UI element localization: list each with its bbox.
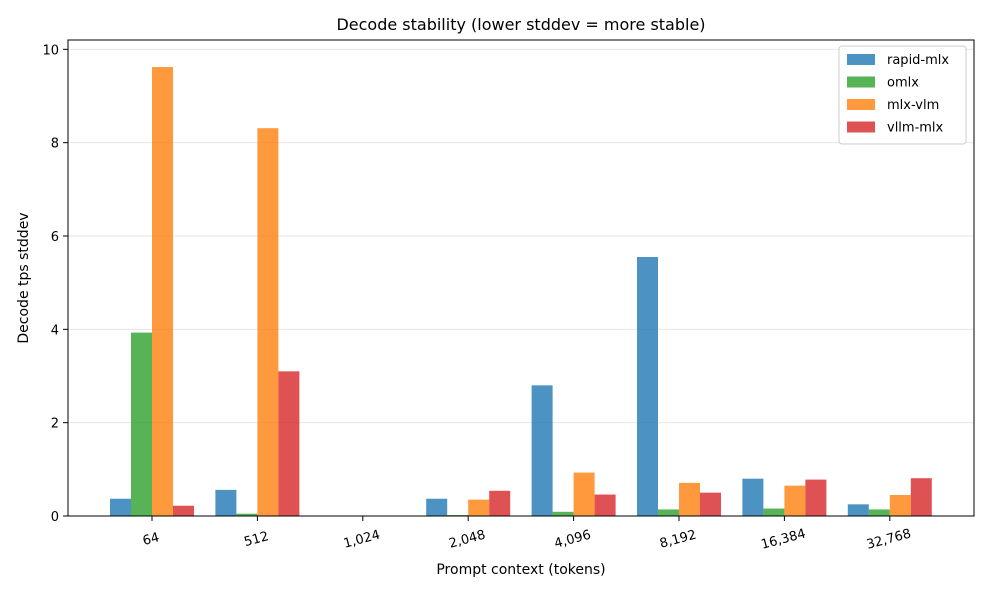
bar-vllm-mlx: [805, 479, 827, 516]
bar-rapid-mlx: [847, 504, 869, 516]
legend-label-rapid-mlx: rapid-mlx: [887, 53, 949, 68]
bar-mlx-vlm: [679, 482, 700, 516]
y-axis-label: Decode tps stddev: [16, 212, 32, 343]
bar-rapid-mlx: [110, 498, 131, 516]
x-tick-label: 8,192: [658, 528, 698, 552]
x-tick-label: 16,384: [760, 526, 808, 552]
bar-vllm-mlx: [700, 492, 721, 516]
legend-swatch-rapid-mlx: [847, 54, 875, 65]
bar-mlx-vlm: [468, 499, 490, 516]
bar-rapid-mlx: [531, 385, 553, 516]
bar-omlx: [131, 332, 152, 516]
bar-vllm-mlx: [278, 371, 300, 516]
bar-omlx: [763, 508, 785, 516]
x-axis: 64 512 1,024 2,048 4,096 8,192 16,384 32,768: [141, 516, 913, 553]
legend-swatch-vllm-mlx: [847, 121, 875, 133]
bar-omlx: [552, 511, 574, 516]
bar-mlx-vlm: [573, 472, 595, 516]
bar-vllm-mlx: [173, 505, 194, 516]
plot-frame: [67, 39, 975, 517]
x-axis-label: Prompt context (tokens): [436, 562, 605, 578]
y-tick-label: 6: [51, 230, 59, 245]
y-tick-label: 2: [51, 417, 59, 432]
bar-mlx-vlm: [257, 128, 279, 516]
bar-omlx: [868, 509, 890, 516]
legend-box: [838, 45, 967, 145]
bar-rapid-mlx: [426, 498, 448, 516]
x-tick-label: 32,768: [865, 526, 913, 552]
x-tick-label: 1,024: [342, 528, 382, 552]
bar-mlx-vlm: [784, 485, 806, 516]
legend-swatch-mlx-vlm: [847, 99, 875, 110]
y-tick-label: 0: [51, 510, 59, 525]
bar-rapid-mlx: [637, 257, 658, 516]
bar-omlx: [236, 513, 258, 516]
bar-vllm-mlx: [489, 490, 511, 516]
legend-label-vllm-mlx: vllm-mlx: [887, 121, 944, 136]
legend-label-omlx: omlx: [887, 76, 919, 91]
legend-swatch-omlx: [847, 76, 875, 88]
y-tick-label: 8: [51, 137, 59, 152]
grid-lines: [68, 48, 974, 517]
y-tick-label: 4: [51, 323, 59, 338]
y-tick-label: 10: [42, 43, 59, 58]
chart-title: Decode stability (lower stddev = more st…: [336, 15, 705, 34]
x-tick-label: 512: [243, 529, 271, 550]
legend-label-mlx-vlm: mlx-vlm: [887, 98, 939, 113]
bar-omlx: [658, 509, 679, 516]
bar-mlx-vlm: [889, 495, 911, 516]
y-axis: 0 2 4 6 8 10: [42, 43, 68, 525]
bar-rapid-mlx: [215, 489, 237, 516]
bar-rapid-mlx: [742, 478, 764, 516]
x-tick-label: 2,048: [447, 528, 487, 552]
bar-vllm-mlx: [910, 478, 932, 516]
x-tick-label: 64: [141, 530, 161, 549]
legend: rapid-mlx omlx mlx-vlm vllm-mlx: [838, 45, 967, 145]
bar-mlx-vlm: [152, 67, 173, 517]
x-tick-label: 4,096: [553, 528, 593, 552]
bar-vllm-mlx: [594, 494, 616, 516]
bars: [110, 67, 932, 517]
